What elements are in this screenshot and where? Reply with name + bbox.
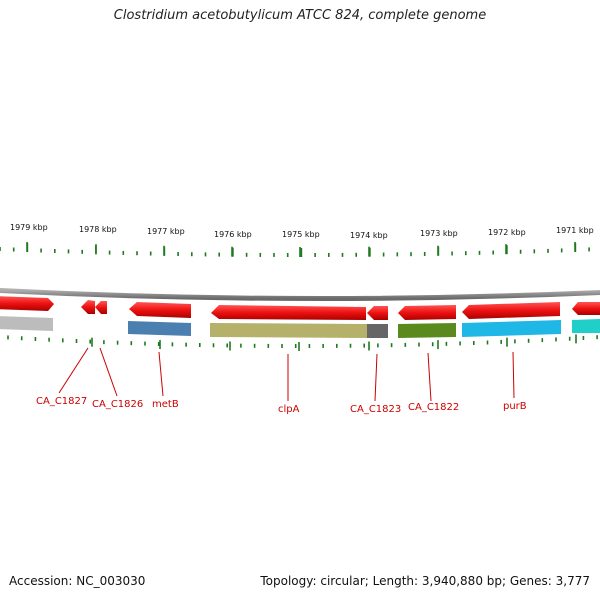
leader-purb	[512, 351, 515, 399]
genome-backbone	[0, 287, 600, 302]
leader-ca-c1823	[374, 353, 378, 402]
accession-text: Accession: NC_003030	[9, 574, 146, 588]
gene-arrow-1	[0, 296, 54, 311]
lower-ticks	[7, 334, 598, 351]
gene-arrow-purb	[462, 302, 560, 319]
track-clpa	[210, 323, 367, 338]
gene-arrow-ca-c1827	[81, 300, 95, 314]
track-ca-c1823	[367, 324, 388, 338]
gene-label-ca-c1822: CA_C1822	[408, 402, 459, 413]
ruler-label: 1973 kbp	[420, 229, 458, 238]
gene-label-clpa: clpA	[278, 404, 300, 415]
gene-arrow-metb	[129, 302, 191, 318]
leader-ca-c1826	[99, 347, 118, 397]
ruler-ticks	[0, 241, 590, 257]
gene-label-ca-c1827: CA_C1827	[36, 396, 87, 407]
gene-arrow-clpa	[211, 305, 366, 320]
track-metb	[128, 321, 191, 336]
gene-label-metb: metB	[152, 399, 179, 410]
ruler-label: 1971 kbp	[556, 226, 594, 235]
function-tracks	[0, 316, 600, 338]
leader-ca-c1827	[58, 347, 89, 394]
ruler-label: 1972 kbp	[488, 228, 526, 237]
ruler-label: 1974 kbp	[350, 231, 388, 240]
diagram-title: Clostridium acetobutylicum ATCC 824, com…	[113, 8, 487, 23]
track-purb	[462, 320, 561, 337]
track-ca-c1822	[398, 323, 456, 338]
ruler-label: 1977 kbp	[147, 227, 185, 236]
ruler-label: 1975 kbp	[282, 230, 320, 239]
ruler-label: 1978 kbp	[79, 225, 117, 234]
genome-summary-text: Topology: circular; Length: 3,940,880 bp…	[260, 574, 590, 588]
track-9	[572, 319, 600, 333]
gene-label-ca-c1823: CA_C1823	[350, 404, 401, 415]
ruler-labels: 1979 kbp 1978 kbp 1977 kbp 1976 kbp 1975 kbp…	[10, 223, 594, 240]
gene-leaders	[58, 347, 515, 402]
gene-label-purb: purB	[503, 401, 527, 412]
gene-arrow-ca-c1823	[367, 306, 388, 320]
leader-metb	[158, 351, 164, 397]
gene-arrow-9	[572, 302, 600, 315]
gene-arrow-ca-c1826	[95, 301, 107, 314]
gene-labels: CA_C1827 CA_C1826 metB clpA CA_C1823 CA_…	[36, 396, 527, 415]
gene-arrow-ca-c1822	[398, 305, 456, 320]
gene-arrows	[0, 296, 600, 320]
track-1	[0, 316, 53, 331]
gene-label-ca-c1826: CA_C1826	[92, 399, 143, 410]
ruler-label: 1979 kbp	[10, 223, 48, 232]
ruler-label: 1976 kbp	[214, 230, 252, 239]
leader-ca-c1822	[427, 352, 432, 402]
